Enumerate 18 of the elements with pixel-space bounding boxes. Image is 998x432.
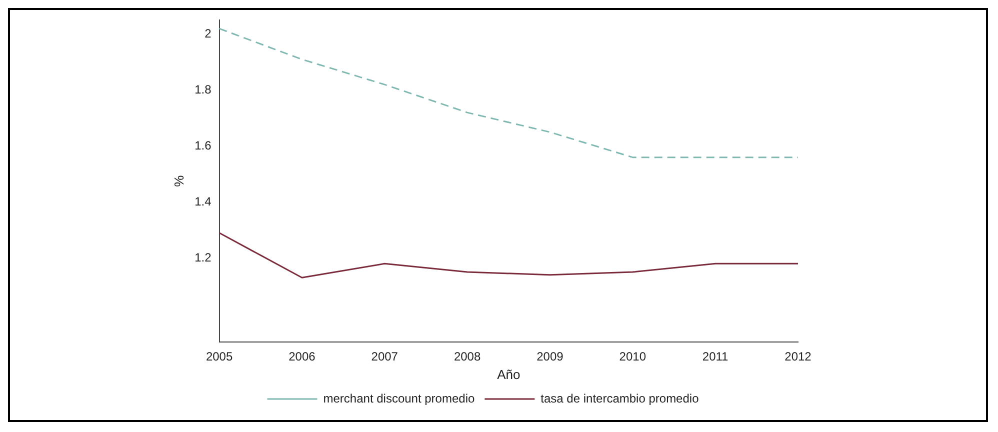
- y-tick-label: 2: [204, 26, 212, 41]
- x-tick-label: 2011: [702, 350, 729, 364]
- x-tick-label: 2008: [454, 350, 481, 364]
- x-tick-label: 2007: [371, 350, 398, 364]
- x-tick-label: 2005: [206, 350, 233, 364]
- y-tick-label: 1.6: [194, 138, 212, 152]
- legend-label: tasa de intercambio promedio: [540, 391, 700, 406]
- y-axis-title: %: [171, 174, 186, 187]
- y-tick-label: 1.8: [194, 82, 212, 96]
- y-tick-label: 1.2: [194, 250, 212, 264]
- x-axis-title: Año: [497, 366, 520, 382]
- y-tick-label: 1.4: [194, 194, 212, 208]
- x-tick-label: 2012: [784, 350, 812, 364]
- line-series: [218, 28, 799, 158]
- legend-label: merchant discount promedio: [323, 391, 475, 406]
- x-tick-label: 2010: [619, 350, 646, 364]
- x-tick-label: 2006: [288, 350, 316, 364]
- x-tick-label: 2009: [536, 350, 564, 364]
